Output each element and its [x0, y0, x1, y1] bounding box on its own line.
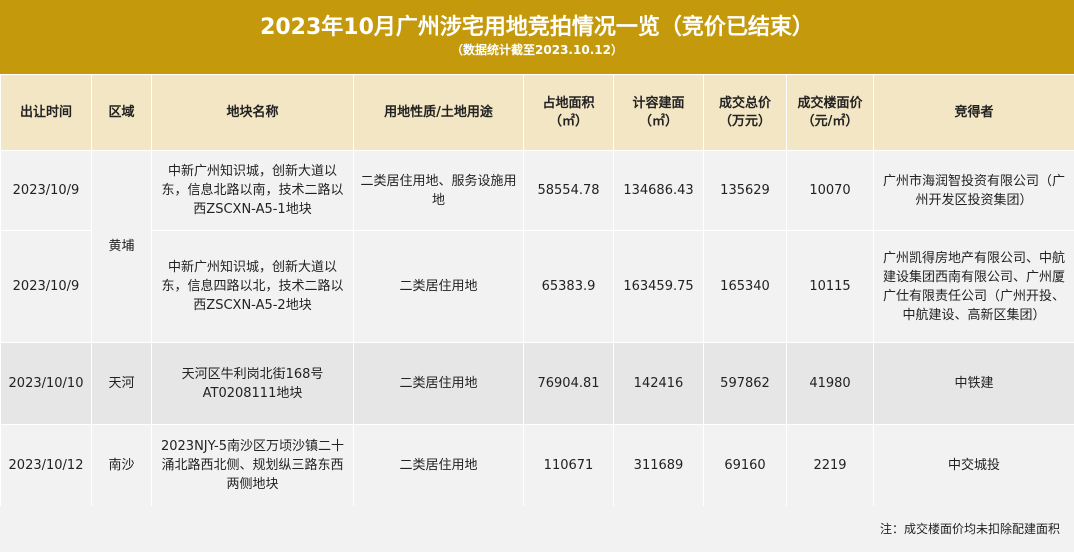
cell-district: 南沙 [91, 424, 152, 507]
cell-gfa: 134686.43 [613, 150, 704, 231]
table-header-row: 出让时间 区域 地块名称 用地性质/土地用途 占地面积 （㎡） 计容建面 （㎡）… [0, 74, 1074, 151]
cell-use: 二类居住用地 [353, 342, 524, 425]
cell-date: 2023/10/10 [0, 342, 92, 425]
cell-winner: 广州凯得房地产有限公司、中航建设集团西南有限公司、广州厦广仕有限责任公司（广州开… [873, 230, 1074, 343]
table-row: 2023/10/10 天河 天河区牛利岗北街168号AT0208111地块 二类… [0, 342, 1074, 425]
cell-use: 二类居住用地、服务设施用地 [353, 150, 524, 231]
col-header-use: 用地性质/土地用途 [353, 74, 524, 151]
cell-district: 天河 [91, 342, 152, 425]
cell-winner: 中铁建 [873, 342, 1074, 425]
cell-area: 76904.81 [523, 342, 614, 425]
land-auction-table: 出让时间 区域 地块名称 用地性质/土地用途 占地面积 （㎡） 计容建面 （㎡）… [0, 74, 1074, 507]
cell-parcel: 2023NJY-5南沙区万顷沙镇二十涌北路西北侧、规划纵三路东西两侧地块 [151, 424, 354, 507]
cell-total-price: 135629 [703, 150, 787, 231]
cell-total-price: 597862 [703, 342, 787, 425]
col-header-date: 出让时间 [0, 74, 92, 151]
col-header-floor-price: 成交楼面价 （元/㎡） [786, 74, 874, 151]
cell-gfa: 163459.75 [613, 230, 704, 343]
footnote: 注：成交楼面价均未扣除配建面积 [0, 506, 1074, 552]
col-header-parcel: 地块名称 [151, 74, 354, 151]
cell-area: 110671 [523, 424, 614, 507]
table-row: 2023/10/12 南沙 2023NJY-5南沙区万顷沙镇二十涌北路西北侧、规… [0, 424, 1074, 507]
page-subtitle: （数据统计截至2023.10.12） [451, 43, 623, 57]
cell-floor-price: 10115 [786, 230, 874, 343]
cell-gfa: 311689 [613, 424, 704, 507]
title-banner: 2023年10月广州涉宅用地竞拍情况一览（竞价已结束） （数据统计截至2023.… [0, 0, 1074, 74]
cell-area: 58554.78 [523, 150, 614, 231]
cell-use: 二类居住用地 [353, 424, 524, 507]
page-title: 2023年10月广州涉宅用地竞拍情况一览（竞价已结束） [260, 15, 814, 40]
cell-floor-price: 2219 [786, 424, 874, 507]
cell-date: 2023/10/9 [0, 150, 92, 231]
cell-floor-price: 41980 [786, 342, 874, 425]
cell-date: 2023/10/12 [0, 424, 92, 507]
cell-winner: 中交城投 [873, 424, 1074, 507]
col-header-gfa: 计容建面 （㎡） [613, 74, 704, 151]
cell-total-price: 69160 [703, 424, 787, 507]
cell-parcel: 中新广州知识城，创新大道以东，信息北路以南，技术二路以西ZSCXN-A5-1地块 [151, 150, 354, 231]
cell-floor-price: 10070 [786, 150, 874, 231]
col-header-total-price: 成交总价 （万元） [703, 74, 787, 151]
cell-parcel: 天河区牛利岗北街168号AT0208111地块 [151, 342, 354, 425]
col-header-winner: 竞得者 [873, 74, 1074, 151]
cell-use: 二类居住用地 [353, 230, 524, 343]
cell-area: 65383.9 [523, 230, 614, 343]
cell-date: 2023/10/9 [0, 230, 92, 343]
cell-district: 黄埔 [91, 150, 152, 343]
cell-gfa: 142416 [613, 342, 704, 425]
table-row: 2023/10/9 黄埔 中新广州知识城，创新大道以东，信息北路以南，技术二路以… [0, 150, 1074, 343]
col-header-district: 区域 [91, 74, 152, 151]
col-header-area: 占地面积 （㎡） [523, 74, 614, 151]
cell-total-price: 165340 [703, 230, 787, 343]
cell-parcel: 中新广州知识城，创新大道以东，信息四路以北，技术二路以西ZSCXN-A5-2地块 [151, 230, 354, 343]
cell-winner: 广州市海润智投资有限公司（广州开发区投资集团） [873, 150, 1074, 231]
table-row: 2023/10/9 中新广州知识城，创新大道以东，信息四路以北，技术二路以西ZS… [0, 230, 1074, 343]
